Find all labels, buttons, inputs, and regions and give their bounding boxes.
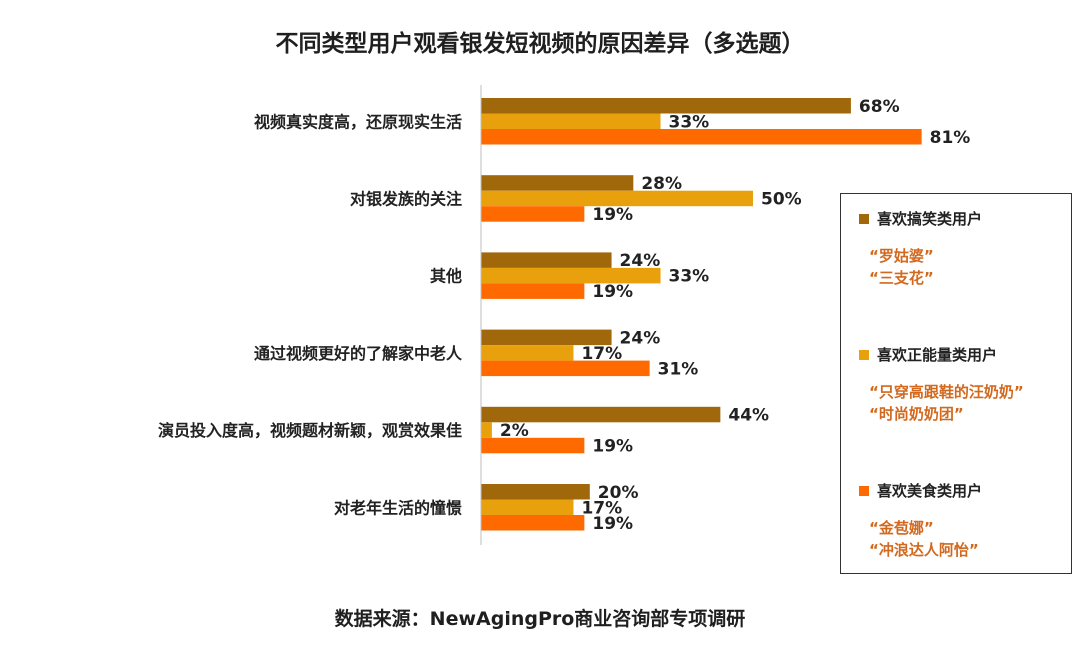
bar bbox=[481, 98, 851, 114]
legend-label: 喜欢正能量类用户 bbox=[877, 346, 998, 364]
data-label: 19% bbox=[592, 282, 633, 302]
bar bbox=[481, 206, 585, 222]
legend-example: “三支花” bbox=[869, 269, 934, 287]
legend-swatch bbox=[859, 213, 869, 224]
data-label: 28% bbox=[641, 174, 682, 194]
bar bbox=[481, 267, 661, 284]
data-label: 44% bbox=[728, 406, 769, 426]
data-label: 68% bbox=[859, 97, 900, 117]
legend-label: 喜欢搞笑类用户 bbox=[877, 210, 983, 228]
legend: 喜欢搞笑类用户 “罗姑婆” “三支花” 喜欢正能量类用户 “只穿高跟鞋的汪奶奶”… bbox=[840, 193, 1072, 574]
bar bbox=[481, 360, 650, 377]
bar bbox=[481, 175, 634, 191]
legend-entry: 喜欢正能量类用户 bbox=[859, 344, 1024, 365]
legend-group-comedy: 喜欢搞笑类用户 “罗姑婆” “三支花” bbox=[859, 208, 982, 289]
legend-swatch bbox=[859, 349, 869, 360]
data-label: 19% bbox=[592, 437, 633, 457]
category-labels: 视频真实度高，还原现实生活对银发族的关注其他通过视频更好的了解家中老人演员投入度… bbox=[158, 112, 463, 517]
bar bbox=[481, 406, 721, 423]
data-label: 19% bbox=[592, 205, 633, 225]
bar bbox=[481, 252, 612, 268]
bar bbox=[481, 484, 590, 500]
category-label: 其他 bbox=[430, 267, 462, 286]
data-label: 24% bbox=[620, 328, 661, 348]
data-label: 2% bbox=[500, 421, 529, 441]
bar bbox=[481, 329, 612, 346]
bar bbox=[481, 129, 922, 145]
category-label: 对老年生活的憧憬 bbox=[334, 498, 462, 517]
bar bbox=[481, 345, 574, 361]
bar bbox=[481, 515, 585, 531]
legend-example: “罗姑婆” bbox=[869, 247, 934, 265]
value-labels: 68%33%81%28%50%19%24%33%19%24%17%31%44%2… bbox=[500, 97, 970, 534]
category-label: 对银发族的关注 bbox=[350, 189, 462, 208]
bar bbox=[481, 499, 574, 515]
legend-example: “只穿高跟鞋的汪奶奶” bbox=[869, 383, 1024, 401]
bar bbox=[481, 283, 585, 299]
category-label: 通过视频更好的了解家中老人 bbox=[254, 344, 463, 363]
bar bbox=[481, 113, 661, 129]
data-label: 19% bbox=[592, 514, 633, 534]
data-label: 17% bbox=[581, 344, 622, 364]
bars-layer bbox=[481, 98, 922, 531]
legend-example: “金苞娜” bbox=[869, 519, 934, 537]
category-label: 演员投入度高，视频题材新颖，观赏效果佳 bbox=[158, 421, 462, 440]
data-label: 81% bbox=[930, 128, 971, 148]
legend-entry: 喜欢美食类用户 bbox=[859, 480, 982, 501]
bar bbox=[481, 190, 753, 207]
data-label: 50% bbox=[761, 189, 802, 209]
data-source-note: 数据来源：NewAgingPro商业咨询部专项调研 bbox=[334, 608, 746, 630]
data-label: 33% bbox=[669, 267, 710, 287]
legend-example: “冲浪达人阿怡” bbox=[869, 541, 979, 559]
legend-example: “时尚奶奶团” bbox=[869, 405, 964, 423]
data-label: 33% bbox=[669, 112, 710, 132]
bar bbox=[481, 437, 585, 454]
data-label: 17% bbox=[581, 498, 622, 518]
data-label: 24% bbox=[620, 251, 661, 271]
data-label: 20% bbox=[598, 483, 639, 503]
legend-group-food: 喜欢美食类用户 “金苞娜” “冲浪达人阿怡” bbox=[859, 480, 982, 561]
legend-group-positive: 喜欢正能量类用户 “只穿高跟鞋的汪奶奶” “时尚奶奶团” bbox=[859, 344, 1024, 425]
chart-title: 不同类型用户观看银发短视频的原因差异（多选题） bbox=[275, 31, 805, 57]
legend-entry: 喜欢搞笑类用户 bbox=[859, 208, 982, 229]
legend-label: 喜欢美食类用户 bbox=[877, 482, 983, 500]
legend-swatch bbox=[859, 485, 869, 496]
category-label: 视频真实度高，还原现实生活 bbox=[254, 112, 462, 131]
data-label: 31% bbox=[658, 359, 699, 379]
bar bbox=[481, 422, 492, 438]
